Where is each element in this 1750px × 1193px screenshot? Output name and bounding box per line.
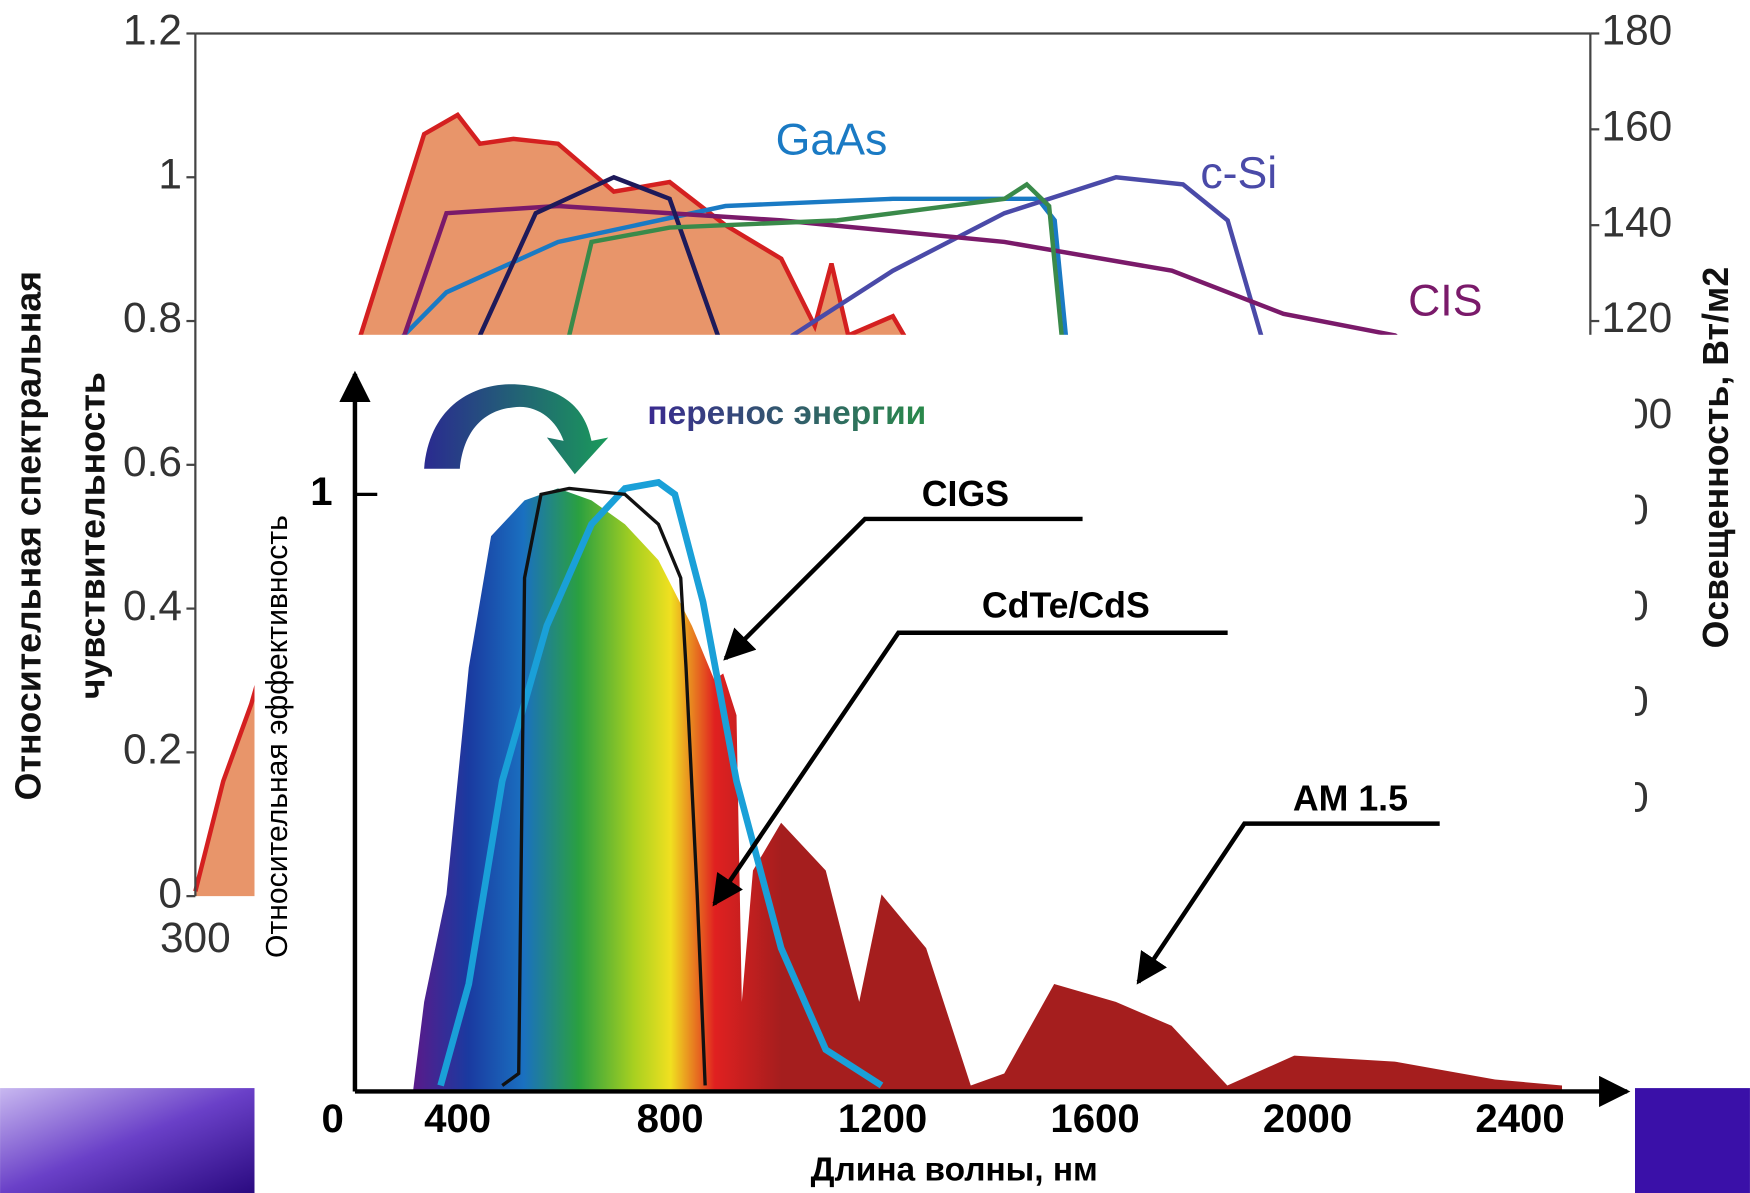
annotation: перенос энергии (647, 395, 926, 432)
x-tick-label: 800 (637, 1096, 704, 1141)
x-tick-label: 300 (160, 914, 231, 961)
origin-label: 0 (321, 1096, 343, 1141)
y-tick-label: 1 (158, 150, 182, 197)
x-tick-label: 2400 (1475, 1096, 1564, 1141)
callout-label: CIGS (922, 474, 1009, 514)
y-tick-label: 1 (310, 469, 332, 514)
corner-block (1634, 1088, 1750, 1193)
efficiency-line (437, 478, 884, 1089)
y-tick-label: 0.2 (123, 726, 182, 773)
corner-image (0, 1088, 255, 1193)
callout-label: CdTe/CdS (982, 586, 1150, 626)
x-tick-label: 400 (424, 1096, 491, 1141)
y-title: чувствительность (72, 372, 112, 699)
callout-line (1136, 821, 1440, 985)
response-line (332, 203, 1537, 538)
callout-line (712, 630, 1228, 907)
x-tick-label: 2000 (1263, 1096, 1352, 1141)
y-title: Относительная спектральная (9, 271, 49, 800)
y2-tick-label: 180 (1602, 7, 1673, 54)
response-line (555, 181, 1077, 537)
y2-tick-label: 140 (1602, 198, 1673, 245)
efficiency-line (501, 486, 707, 1087)
x-title: Длина волны, нм (811, 1152, 1098, 1189)
series-label: c-Si (1200, 149, 1277, 198)
y-tick-label: 0 (158, 869, 182, 916)
x-tick-label: 1600 (1050, 1096, 1139, 1141)
series-label: CIS (1408, 276, 1482, 325)
callout-label: AM 1.5 (1293, 779, 1408, 819)
callout-line (723, 516, 1083, 661)
y-tick-label: 0.6 (123, 438, 182, 485)
series-label: GaAs (776, 116, 888, 165)
y2-tick-label: 120 (1602, 294, 1673, 341)
energy-arrow (424, 384, 609, 475)
y-tick-label: 1.2 (123, 7, 182, 54)
y-tick-label: 0.8 (123, 294, 182, 341)
x-tick-label: 1200 (838, 1096, 927, 1141)
front-chart: 1 400 800 1200 1600 2000 2400 0 Длина волны, нм О… (261, 370, 1631, 1189)
y2-title: Освещенность, Вт/м2 (1696, 267, 1736, 649)
y-tick-label: 0.4 (123, 582, 182, 629)
y2-tick-label: 160 (1602, 103, 1673, 150)
y-title: Относительная эффективность (261, 515, 294, 958)
